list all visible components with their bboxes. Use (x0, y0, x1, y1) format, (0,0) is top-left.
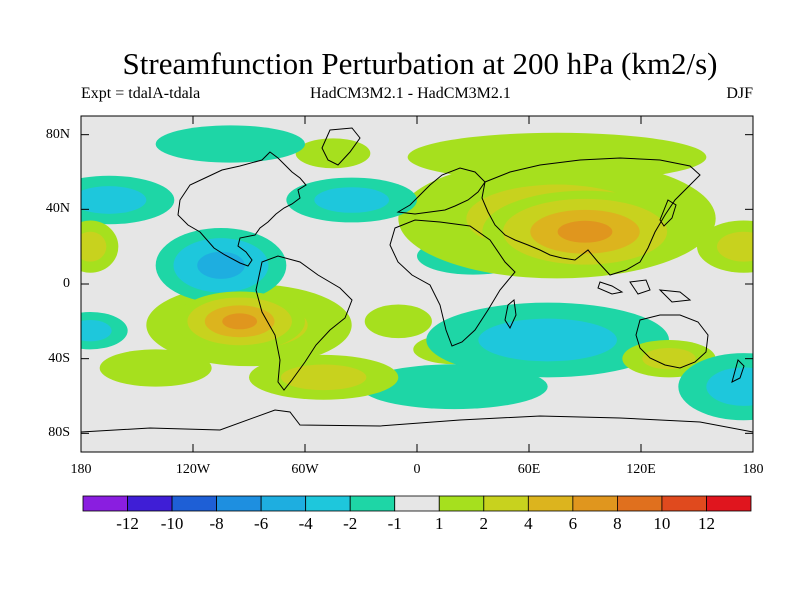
colorbar-label: -10 (160, 514, 184, 533)
contour-sw-pacific-low-west (81, 320, 112, 342)
contour-north-atlantic-low (314, 187, 389, 213)
colorbar-swatch (527, 495, 574, 512)
contour-dateline-high-west (81, 231, 107, 262)
x-tick-label: 180 (70, 462, 92, 477)
africa-coast (389, 219, 516, 347)
colorbar-swatch (305, 495, 351, 512)
colorbar-swatch (661, 495, 707, 512)
colorbar-swatch (572, 495, 618, 512)
colorbar-swatch (349, 495, 396, 512)
x-tick-label: 60W (291, 462, 319, 477)
north-america-coast (177, 151, 307, 267)
contour-s-indian-low (478, 318, 617, 362)
contour-fills (81, 125, 753, 421)
japan-coast (659, 199, 677, 227)
y-axis-ticks (81, 134, 753, 434)
colorbar-label: -2 (343, 514, 358, 533)
colorbar-label: 12 (697, 514, 715, 533)
antarctica-coast (81, 409, 753, 433)
colorbar-swatch (617, 495, 663, 512)
colorbar (82, 495, 752, 512)
colorbar-label: 10 (653, 514, 671, 533)
contour-greenland-high (295, 138, 371, 169)
contour-s-ocean-low (361, 364, 548, 410)
model-label: HadCM3M2.1 - HadCM3M2.1 (310, 85, 511, 102)
colorbar-label: 1 (435, 514, 444, 533)
colorbar-swatch (82, 495, 128, 512)
contour-sw-pacific-low-east (706, 367, 753, 406)
madagascar-coast (504, 299, 517, 330)
colorbar-swatch (127, 495, 173, 512)
y-tick-label: 80N (45, 126, 70, 142)
greenland-coast (321, 127, 361, 166)
contour-south-pacific-high (222, 313, 258, 330)
x-tick-label: 180 (742, 462, 764, 477)
contour-pacific-high-east (99, 349, 212, 387)
colorbar-label: 8 (613, 514, 622, 533)
colorbar-swatch (171, 495, 217, 512)
colorbar-label: 6 (568, 514, 578, 533)
colorbar-swatch (394, 495, 440, 512)
contour-s-america-south (281, 364, 367, 391)
contour-australia-high (642, 348, 696, 370)
experiment-label: Expt = tdalA-tdala (81, 85, 201, 102)
contour-central-america-low (197, 251, 245, 279)
map-title: Streamfunction Perturbation at 200 hPa (… (122, 46, 718, 81)
x-tick-label: 0 (413, 462, 421, 477)
y-tick-label: 0 (63, 276, 70, 291)
x-axis-ticks (80, 116, 754, 452)
season-label: DJF (726, 85, 753, 102)
contour-asia-high (557, 220, 613, 243)
contour-canada-low (155, 125, 305, 163)
colorbar-swatch (706, 495, 752, 512)
colorbar-label: -6 (254, 514, 269, 533)
colorbar-label: -4 (298, 514, 313, 533)
contour-s-atlantic (364, 304, 432, 339)
x-tick-label: 120E (626, 462, 656, 477)
y-tick-label: 40N (45, 201, 70, 217)
colorbar-swatch (260, 495, 307, 512)
contour-dateline-high-east (717, 231, 753, 262)
colorbar-label: -1 (387, 514, 402, 533)
x-tick-label: 120W (175, 462, 211, 477)
colorbar-label: 2 (479, 514, 489, 533)
colorbar-label: -12 (116, 514, 139, 533)
coastlines (81, 127, 753, 433)
colorbar-swatch (438, 495, 485, 512)
asia-coast (481, 157, 701, 276)
contour-west-pacific-low (81, 186, 147, 214)
south-america-coast (255, 255, 353, 391)
colorbar-label: -8 (209, 514, 224, 533)
australia-coast (635, 314, 709, 369)
y-tick-label: 40S (48, 350, 70, 366)
indonesia-coast (597, 279, 692, 303)
colorbar-swatch (483, 495, 529, 512)
y-tick-label: 80S (48, 425, 70, 441)
colorbar-swatch (216, 495, 262, 512)
x-tick-label: 60E (517, 462, 541, 477)
colorbar-label: 4 (524, 514, 533, 533)
new-zealand-coast (731, 359, 745, 383)
